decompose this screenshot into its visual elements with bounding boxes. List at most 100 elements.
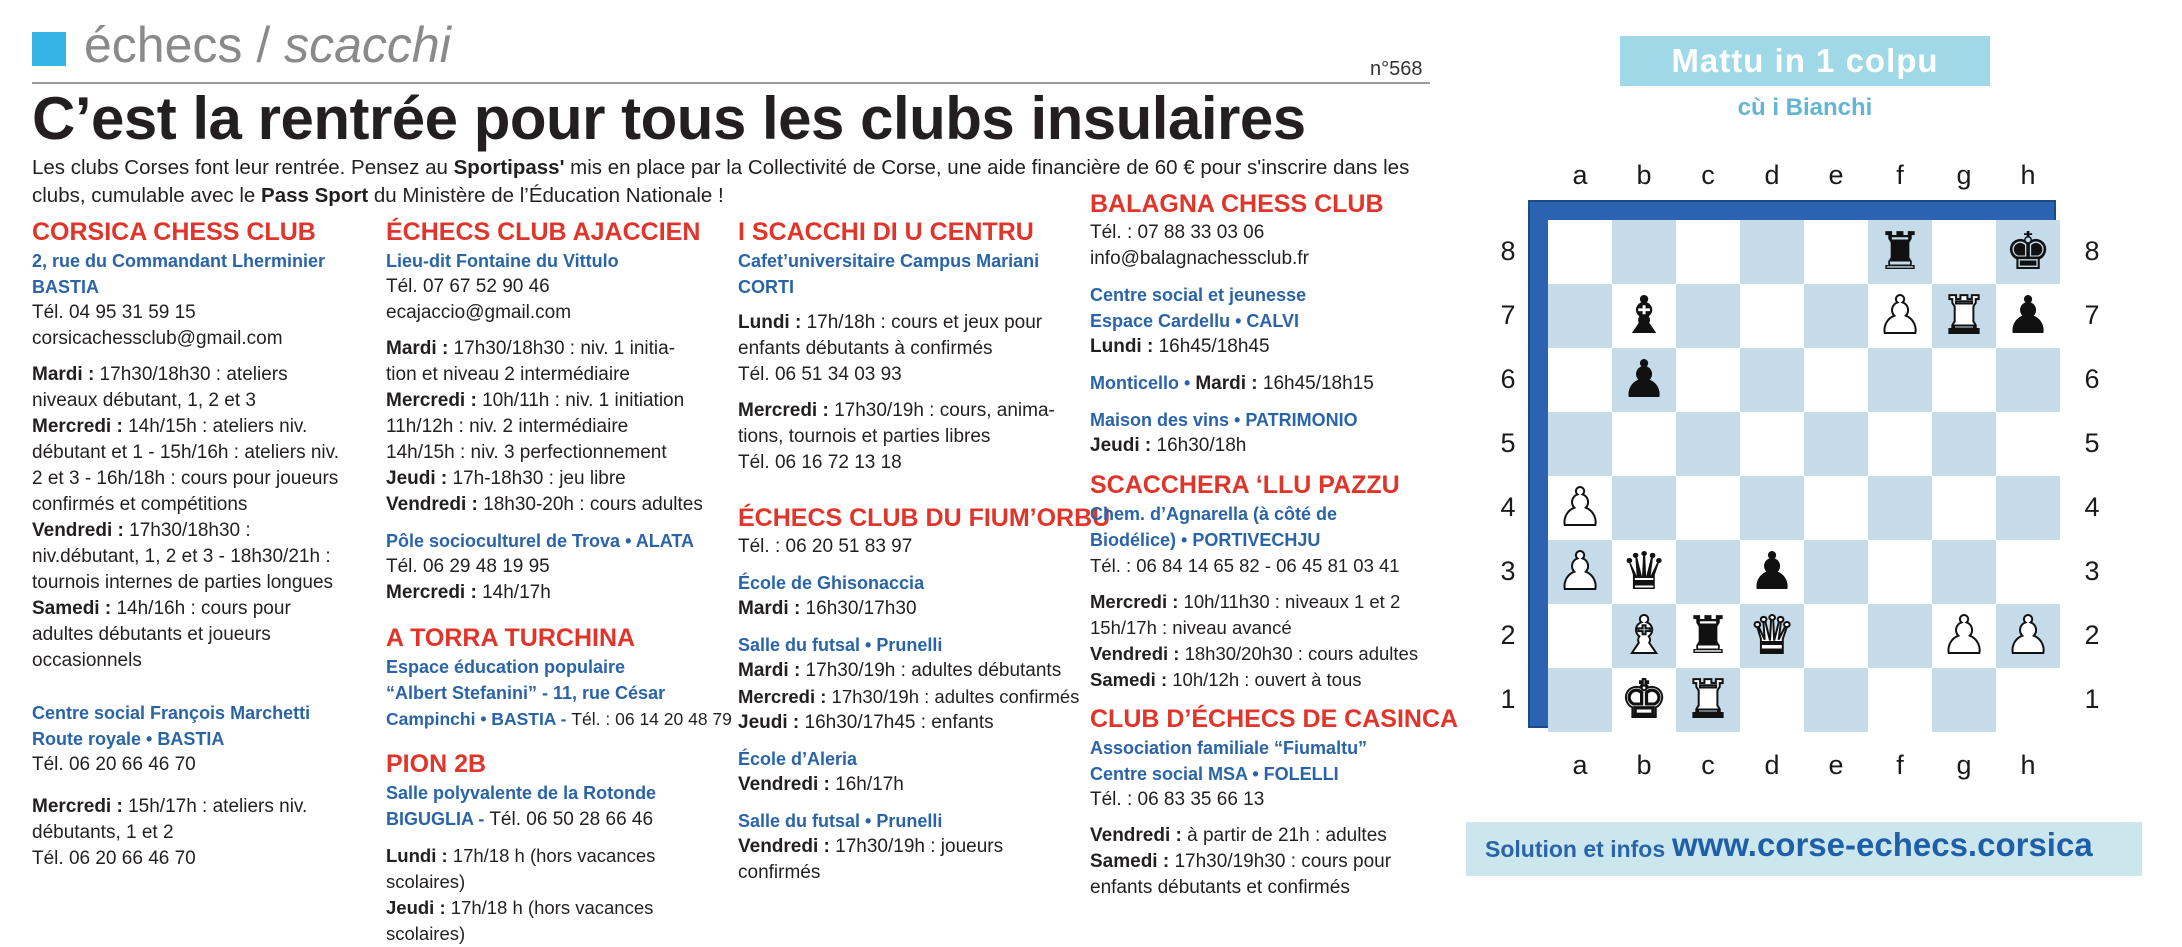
- square-g8[interactable]: [1932, 220, 1996, 284]
- file-label: e: [1828, 160, 1844, 190]
- file-label: f: [1896, 750, 1904, 780]
- schedule-line: Jeudi : 16h30/18h: [1090, 435, 1247, 456]
- square-d3[interactable]: ♟: [1740, 540, 1804, 604]
- club-column-1: CORSICA CHESS CLUB 2, rue du Commandant …: [32, 216, 372, 872]
- rank-label: 7: [1500, 300, 1516, 330]
- square-e7[interactable]: [1804, 284, 1868, 348]
- square-c8[interactable]: [1676, 220, 1740, 284]
- square-e4[interactable]: [1804, 476, 1868, 540]
- square-b4[interactable]: [1612, 476, 1676, 540]
- venue-name: Pôle socioculturel de Trova • ALATA: [386, 531, 695, 551]
- file-label: a: [1572, 750, 1588, 780]
- square-g4[interactable]: [1932, 476, 1996, 540]
- club-email[interactable]: ecajaccio@gmail.com: [386, 302, 572, 323]
- square-f1[interactable]: [1868, 668, 1932, 732]
- square-c3[interactable]: [1676, 540, 1740, 604]
- square-b2[interactable]: ♝: [1612, 604, 1676, 668]
- square-f7[interactable]: ♟: [1868, 284, 1932, 348]
- intro-paragraph: Les clubs Corses font leur rentrée. Pens…: [32, 156, 1410, 207]
- square-h3[interactable]: [1996, 540, 2060, 604]
- schedule-line: 15h/17h : niveau avancé: [1090, 617, 1292, 638]
- schedule-line: niveaux débutant, 1, 2 et 3: [32, 390, 256, 411]
- club-email[interactable]: corsicachessclub@gmail.com: [32, 328, 283, 349]
- square-d8[interactable]: [1740, 220, 1804, 284]
- square-a5[interactable]: [1548, 412, 1612, 476]
- file-label: h: [2020, 160, 2036, 190]
- square-f3[interactable]: [1868, 540, 1932, 604]
- square-h7[interactable]: ♟: [1996, 284, 2060, 348]
- square-g5[interactable]: [1932, 412, 1996, 476]
- square-a6[interactable]: [1548, 348, 1612, 412]
- square-a3[interactable]: ♟: [1548, 540, 1612, 604]
- square-h2[interactable]: ♟: [1996, 604, 2060, 668]
- square-b8[interactable]: [1612, 220, 1676, 284]
- square-d2[interactable]: ♛: [1740, 604, 1804, 668]
- square-d4[interactable]: [1740, 476, 1804, 540]
- file-label: g: [1956, 160, 1972, 190]
- square-c5[interactable]: [1676, 412, 1740, 476]
- square-f6[interactable]: [1868, 348, 1932, 412]
- chessboard: ♜ ♚ ♝ ♟ ♜ ♟ ♟ ♟ ♟ ♛ ♟ ♝ ♜ ♛ ♟ ♟ ♚ ♜: [1548, 220, 2060, 732]
- square-d7[interactable]: [1740, 284, 1804, 348]
- black-queen-icon: ♛: [1620, 542, 1668, 602]
- square-g2[interactable]: ♟: [1932, 604, 1996, 668]
- square-f5[interactable]: [1868, 412, 1932, 476]
- rank-label: 1: [1500, 684, 1516, 714]
- square-h6[interactable]: [1996, 348, 2060, 412]
- square-h1[interactable]: [1996, 668, 2060, 732]
- square-f8[interactable]: ♜: [1868, 220, 1932, 284]
- square-e5[interactable]: [1804, 412, 1868, 476]
- rank-label: 5: [2084, 428, 2100, 458]
- square-g3[interactable]: [1932, 540, 1996, 604]
- club-address: Association familiale “Fiumaltu”: [1090, 738, 1368, 758]
- schedule-line: Monticello • Mardi : 16h45/18h15: [1090, 373, 1374, 394]
- square-g7[interactable]: ♜: [1932, 284, 1996, 348]
- square-b3[interactable]: ♛: [1612, 540, 1676, 604]
- square-a1[interactable]: [1548, 668, 1612, 732]
- square-b1[interactable]: ♚: [1612, 668, 1676, 732]
- square-e3[interactable]: [1804, 540, 1868, 604]
- square-e8[interactable]: [1804, 220, 1868, 284]
- square-g1[interactable]: [1932, 668, 1996, 732]
- square-f4[interactable]: [1868, 476, 1932, 540]
- square-c1[interactable]: ♜: [1676, 668, 1740, 732]
- square-e6[interactable]: [1804, 348, 1868, 412]
- square-g6[interactable]: [1932, 348, 1996, 412]
- schedule-line: Mercredi : 10h/11h30 : niveaux 1 et 2: [1090, 591, 1401, 612]
- club-name: BALAGNA CHESS CLUB: [1090, 190, 1384, 218]
- square-d5[interactable]: [1740, 412, 1804, 476]
- square-b6[interactable]: ♟: [1612, 348, 1676, 412]
- square-d6[interactable]: [1740, 348, 1804, 412]
- square-f2[interactable]: [1868, 604, 1932, 668]
- section-rubric: échecs / scacchi: [84, 17, 451, 73]
- club-email[interactable]: info@balagnachessclub.fr: [1090, 248, 1309, 269]
- schedule-line: Mercredi : 10h/11h : niv. 1 initiation: [386, 390, 685, 411]
- square-e2[interactable]: [1804, 604, 1868, 668]
- schedule-line: Vendredi : 16h/17h: [738, 774, 904, 795]
- square-h8[interactable]: ♚: [1996, 220, 2060, 284]
- club-name: SCACCHERA ‘LLU PAZZU: [1090, 471, 1400, 499]
- square-c7[interactable]: [1676, 284, 1740, 348]
- square-c4[interactable]: [1676, 476, 1740, 540]
- square-c6[interactable]: [1676, 348, 1740, 412]
- solution-label: Solution et infos: [1485, 836, 1666, 862]
- square-h5[interactable]: [1996, 412, 2060, 476]
- square-a2[interactable]: [1548, 604, 1612, 668]
- square-b5[interactable]: [1612, 412, 1676, 476]
- schedule-line: confirmés et compétitions: [32, 494, 248, 515]
- square-d1[interactable]: [1740, 668, 1804, 732]
- square-e1[interactable]: [1804, 668, 1868, 732]
- square-h4[interactable]: [1996, 476, 2060, 540]
- square-c2[interactable]: ♜: [1676, 604, 1740, 668]
- square-b7[interactable]: ♝: [1612, 284, 1676, 348]
- club-address: 2, rue du Commandant Lherminier: [32, 251, 326, 271]
- square-a7[interactable]: [1548, 284, 1612, 348]
- schedule-line: tion et niveau 2 intermédiaire: [386, 364, 630, 385]
- square-a4[interactable]: ♟: [1548, 476, 1612, 540]
- club-address: Salle polyvalente de la Rotonde: [386, 783, 657, 803]
- white-king-icon: ♚: [1620, 670, 1669, 730]
- schedule-line: tions, tournois et parties libres: [738, 426, 991, 447]
- square-a8[interactable]: [1548, 220, 1612, 284]
- venue-name: Centre social François Marchetti: [32, 703, 311, 723]
- solution-link[interactable]: www.corse-echecs.corsica: [1672, 826, 2093, 863]
